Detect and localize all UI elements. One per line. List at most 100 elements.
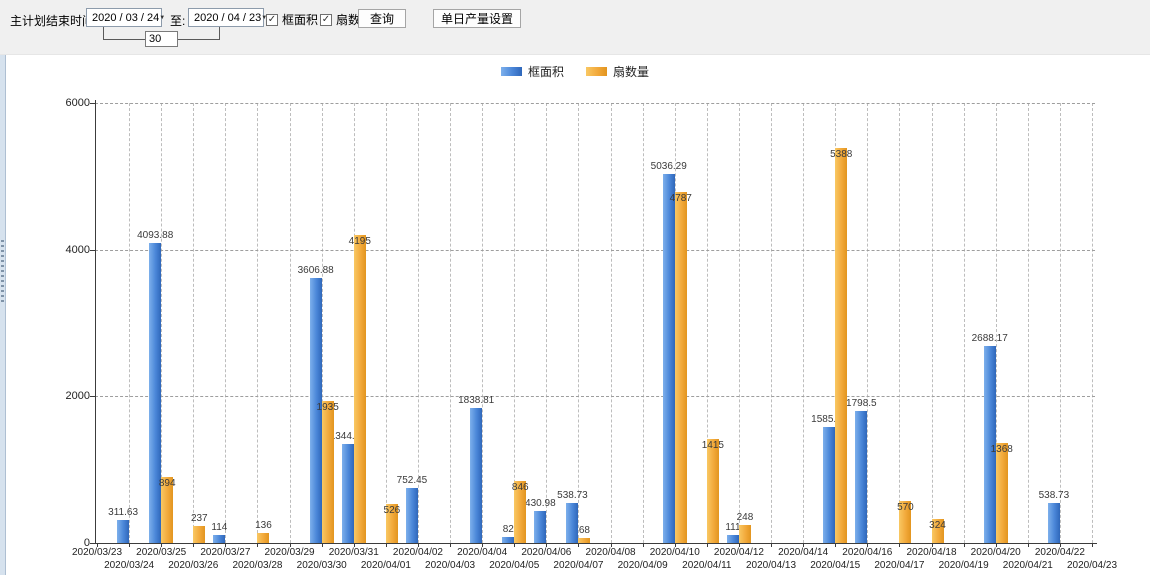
x-axis-label: 2020/03/28 bbox=[232, 560, 283, 571]
bar-框面积-2020/04/22 bbox=[1047, 503, 1060, 543]
v-gridline bbox=[385, 103, 387, 543]
bar-value-label: 4093.88 bbox=[137, 230, 174, 241]
end-time-label: 主计划结束时间: bbox=[10, 14, 98, 28]
bar-value-label: 1798.5 bbox=[846, 398, 877, 409]
axis-tick bbox=[385, 543, 387, 547]
x-axis-label: 2020/04/19 bbox=[938, 560, 989, 571]
bar-value-label: 324 bbox=[929, 520, 946, 531]
dropdown-arrow-icon[interactable]: ▼ bbox=[261, 14, 268, 21]
axis-tick bbox=[161, 543, 163, 547]
axis-tick bbox=[417, 543, 419, 547]
bracket-line bbox=[219, 27, 220, 40]
axis-tick bbox=[546, 543, 548, 547]
axis-tick bbox=[225, 543, 227, 547]
v-gridline bbox=[450, 103, 452, 543]
axis-tick bbox=[835, 543, 837, 547]
axis-tick bbox=[963, 543, 965, 547]
bar-value-label: 1585.96 bbox=[811, 414, 848, 425]
interval-days-input[interactable]: 30 bbox=[145, 31, 178, 47]
bar-框面积-2020/04/07 bbox=[566, 503, 579, 543]
end-date-picker[interactable]: 2020 / 04 / 23 ▼ bbox=[188, 8, 268, 27]
v-gridline bbox=[1059, 103, 1061, 543]
bar-扇数量-2020/04/11 bbox=[706, 439, 719, 543]
bar-扇数量-2020/03/25 bbox=[161, 477, 174, 543]
start-date-picker[interactable]: 2020 / 03 / 24 ▼ bbox=[86, 8, 166, 27]
v-gridline bbox=[225, 103, 227, 543]
bar-扇数量-2020/04/18 bbox=[931, 519, 944, 543]
axis-tick bbox=[771, 543, 773, 547]
axis-tick bbox=[706, 543, 708, 547]
x-axis-label: 2020/03/24 bbox=[104, 560, 155, 571]
query-button[interactable]: 查询 bbox=[358, 9, 406, 28]
to-label: 至: bbox=[170, 14, 186, 28]
bar-扇数量-2020/04/07 bbox=[578, 538, 591, 543]
x-axis-label: 2020/04/22 bbox=[1034, 547, 1085, 558]
v-gridline bbox=[417, 103, 419, 543]
bar-value-label: 4195 bbox=[348, 236, 371, 247]
bar-value-label: 1344.95 bbox=[329, 431, 366, 442]
left-splitter bbox=[0, 55, 6, 575]
axis-tick bbox=[738, 543, 740, 547]
h-gridline bbox=[95, 249, 1095, 251]
x-axis-label: 2020/04/13 bbox=[746, 560, 797, 571]
bar-框面积-2020/04/12 bbox=[726, 535, 739, 543]
x-axis-label: 2020/04/02 bbox=[392, 547, 443, 558]
axis-tick bbox=[193, 543, 195, 547]
checkmark-icon[interactable]: ✓ bbox=[320, 13, 332, 26]
v-gridline bbox=[835, 103, 837, 543]
splitter-grip-icon[interactable] bbox=[1, 240, 4, 305]
axis-tick bbox=[1027, 543, 1029, 547]
dropdown-arrow-icon[interactable]: ▼ bbox=[159, 14, 166, 21]
bar-value-label: 5388 bbox=[830, 149, 853, 160]
axis-tick bbox=[610, 543, 612, 547]
axis-tick bbox=[514, 543, 516, 547]
checkmark-icon[interactable]: ✓ bbox=[266, 13, 278, 26]
bar-扇数量-2020/04/05 bbox=[514, 481, 527, 543]
axis-tick bbox=[90, 396, 95, 398]
bar-扇数量-2020/04/20 bbox=[995, 443, 1008, 543]
bar-value-label: 846 bbox=[511, 482, 529, 493]
bar-框面积-2020/03/27 bbox=[213, 535, 226, 543]
axis-tick bbox=[642, 543, 644, 547]
x-axis bbox=[95, 543, 1097, 544]
axis-tick bbox=[90, 249, 95, 251]
bar-value-label: 894 bbox=[158, 478, 176, 489]
daily-output-settings-button[interactable]: 单日产量设置 bbox=[433, 9, 521, 28]
bar-value-label: 82 bbox=[502, 524, 514, 535]
v-gridline bbox=[514, 103, 516, 543]
axis-tick bbox=[90, 103, 95, 104]
bar-框面积-2020/03/30 bbox=[309, 278, 322, 543]
bar-value-label: 570 bbox=[897, 502, 914, 513]
x-axis-label: 2020/04/14 bbox=[778, 547, 829, 558]
x-axis-label: 2020/04/20 bbox=[970, 547, 1021, 558]
bar-value-label: 2688.17 bbox=[971, 333, 1008, 344]
bar-value-label: 1838.81 bbox=[458, 395, 495, 406]
bar-扇数量-2020/04/10 bbox=[674, 192, 687, 543]
bar-value-label: 68 bbox=[578, 525, 590, 536]
axis-tick bbox=[867, 543, 869, 547]
v-gridline bbox=[771, 103, 773, 543]
bar-框面积-2020/04/05 bbox=[502, 537, 515, 543]
v-gridline bbox=[867, 103, 869, 543]
bracket-line bbox=[103, 27, 104, 40]
chart-legend: 框面积 扇数量 bbox=[0, 63, 1150, 79]
x-axis-label: 2020/04/05 bbox=[489, 560, 540, 571]
v-gridline bbox=[193, 103, 195, 543]
bar-框面积-2020/03/24 bbox=[117, 520, 130, 543]
bar-value-label: 1415 bbox=[701, 440, 724, 451]
h-gridline bbox=[95, 103, 1095, 104]
checkbox-frame-area-label: 框面积 bbox=[282, 13, 319, 27]
x-axis-label: 2020/04/07 bbox=[553, 560, 604, 571]
end-date-value: 2020 / 04 / 23 bbox=[194, 11, 262, 24]
v-gridline bbox=[963, 103, 965, 543]
axis-tick bbox=[257, 543, 259, 547]
x-axis-label: 2020/03/29 bbox=[264, 547, 315, 558]
x-axis-label: 2020/04/06 bbox=[521, 547, 572, 558]
bar-框面积-2020/04/10 bbox=[662, 174, 675, 543]
x-axis-label: 2020/04/04 bbox=[457, 547, 508, 558]
axis-tick bbox=[674, 543, 676, 547]
bar-扇数量-2020/03/26 bbox=[193, 526, 206, 543]
checkbox-frame-area[interactable]: ✓ 框面积 bbox=[266, 11, 318, 28]
y-axis-label: 2000 bbox=[65, 390, 90, 403]
bar-框面积-2020/04/20 bbox=[983, 346, 996, 543]
